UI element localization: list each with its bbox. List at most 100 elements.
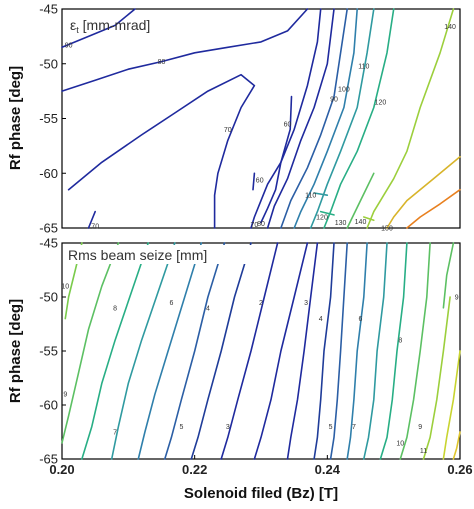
beam-size-y-axis-label: Rf phase [deg]: [7, 299, 24, 403]
emittance-contour-label-3: 70: [91, 223, 99, 230]
emittance-contour-label-1: 60: [256, 177, 264, 184]
emittance-contour-130-14: [346, 172, 375, 229]
emittance-contour-label-17: 150: [381, 226, 393, 233]
beam-size-contour-label-5: 5: [179, 424, 183, 431]
beam-size-contour-9-15: [399, 242, 431, 460]
beam-size-contour-label-13: 7: [352, 424, 356, 431]
beam-size-contour-label-9: 3: [304, 300, 308, 307]
emittance-panel-title: εt [mm-mrad]: [70, 17, 150, 35]
beam-size-y-tick-4: -65: [39, 452, 58, 467]
beam-size-plot-frame: [61, 242, 461, 460]
beam-size-contour-6-12: [346, 242, 368, 460]
x-tick-3: 0.26: [447, 462, 472, 477]
emittance-y-tick-2: -55: [39, 111, 58, 126]
beam-size-contour-10-16: [422, 296, 451, 460]
beam-size-contour-2-8: [253, 242, 309, 460]
x-tick-labels: 0.20 0.22 0.24 0.26: [49, 455, 473, 477]
emittance-contour-label-13: 120: [316, 215, 328, 222]
x-tick-2: 0.24: [315, 462, 341, 477]
x-tick-1: 0.22: [182, 462, 207, 477]
beam-size-y-tick-3: -60: [39, 398, 58, 413]
beam-size-contour-label-19: 9: [455, 295, 459, 302]
emittance-contour-label-6: 80: [257, 221, 265, 228]
beam-size-contour-6-4: [137, 242, 203, 460]
beam-size-contour-9-1: [61, 242, 120, 444]
emittance-contour-60-0: [260, 95, 293, 224]
emittance-contour-label-11: 110: [305, 193, 316, 200]
beam-size-contour-label-12: 6: [359, 316, 363, 323]
emittance-contours: [61, 8, 461, 229]
beam-size-contour-4-6: [190, 242, 252, 460]
beam-size-contour-label-15: 9: [418, 424, 422, 431]
emittance-y-tick-0: -45: [39, 2, 58, 17]
emittance-y-tick-labels: -45 -50 -55 -60 -65: [39, 2, 66, 236]
emittance-contour-label-14: 130: [335, 220, 347, 227]
beam-size-contour-7-3: [110, 242, 176, 460]
beam-size-contour-8-2: [81, 242, 149, 460]
emittance-contour-label-9: 100: [338, 86, 350, 93]
emittance-contour-100-9: [293, 8, 358, 229]
x-tick-0: 0.20: [49, 462, 74, 477]
emittance-contour-110-11: [313, 192, 329, 196]
emittance-y-tick-3: -60: [39, 166, 58, 181]
emittance-contour-80-5: [61, 8, 309, 92]
emittance-contour-90-7: [61, 8, 136, 49]
emittance-contour-label-0: 60: [284, 122, 292, 129]
beam-size-panel-title: Rms beam seize [mm]: [68, 247, 207, 263]
beam-size-y-tick-labels: -45 -50 -55 -60 -65: [39, 236, 66, 467]
beam-size-title-backdrop: [64, 245, 258, 264]
emittance-contour-label-12: 120: [375, 100, 387, 107]
emittance-contour-120-13: [319, 210, 335, 216]
emittance-contour-120-12: [323, 8, 395, 229]
beam-size-contour-label-17: 11: [420, 448, 427, 455]
emittance-contour-110-10: [309, 8, 375, 229]
emittance-y-tick-1: -50: [39, 56, 58, 71]
beam-size-contour-8-14: [379, 242, 408, 460]
beam-size-contour-label-10: 4: [319, 316, 323, 323]
emittance-contour-70-2: [67, 73, 256, 229]
emittance-y-tick-4: -65: [39, 221, 58, 236]
beam-size-panel: 10 9 8 7 6 5 4 3 2 3 4 5 6 7 8 9 10 11 9 Rms beam seize [m…: [7, 236, 473, 503]
beam-size-contour-5-11: [329, 242, 348, 460]
beam-size-contour-label-8: 2: [259, 300, 263, 307]
beam-size-contour-label-4: 6: [169, 300, 173, 307]
beam-size-contour-7-13: [363, 242, 388, 460]
beam-size-contour-11-17: [442, 350, 461, 460]
beam-size-contour-label-6: 4: [206, 305, 210, 312]
beam-size-contour-label-7: 3: [226, 424, 230, 431]
beam-size-contour-3-7: [220, 242, 279, 460]
emittance-contour-label-8: 90: [330, 96, 338, 103]
beam-size-contour-5-5: [164, 242, 226, 460]
beam-size-contour-label-11: 5: [329, 424, 333, 431]
beam-size-contour-label-1: 9: [63, 392, 67, 399]
emittance-contour-label-16: 140: [355, 219, 367, 226]
beam-size-contour-label-14: 8: [398, 338, 402, 345]
emittance-contour-label-7: 90: [65, 43, 73, 50]
emittance-contour-160-18: [406, 188, 461, 229]
beam-size-contour-label-3: 7: [113, 430, 117, 437]
beam-size-contour-3-9: [286, 242, 319, 460]
beam-size-contour-labels: 10 9 8 7 6 5 4 3 2 3 4 5 6 7 8 9 10 11 9: [61, 284, 458, 455]
emittance-plot-frame: [61, 8, 461, 229]
emittance-contour-label-4: 70: [251, 222, 259, 229]
emittance-contour-label-2: 70: [224, 127, 232, 134]
x-axis-label: Solenoid filed (Bz) [T]: [184, 485, 338, 502]
emittance-contour-140-16: [363, 216, 375, 222]
beam-size-contour-9-19: [442, 242, 455, 309]
beam-size-contour-4-10: [313, 242, 335, 460]
emittance-contour-150-17: [386, 156, 461, 229]
beam-size-contour-label-0: 10: [61, 284, 69, 291]
beam-size-contour-label-16: 10: [396, 440, 404, 447]
emittance-contour-label-15: 140: [444, 24, 456, 31]
emittance-y-axis-label: Rf phase [deg]: [7, 66, 24, 170]
beam-size-contour-label-2: 8: [113, 305, 117, 312]
emittance-contour-80-6: [266, 8, 335, 229]
emittance-contour-140-15: [366, 8, 455, 229]
emittance-contour-60-1: [252, 172, 256, 191]
beam-size-contours: [61, 242, 461, 460]
emittance-contour-90-8: [280, 8, 348, 229]
emittance-contour-70-3: [87, 210, 96, 229]
